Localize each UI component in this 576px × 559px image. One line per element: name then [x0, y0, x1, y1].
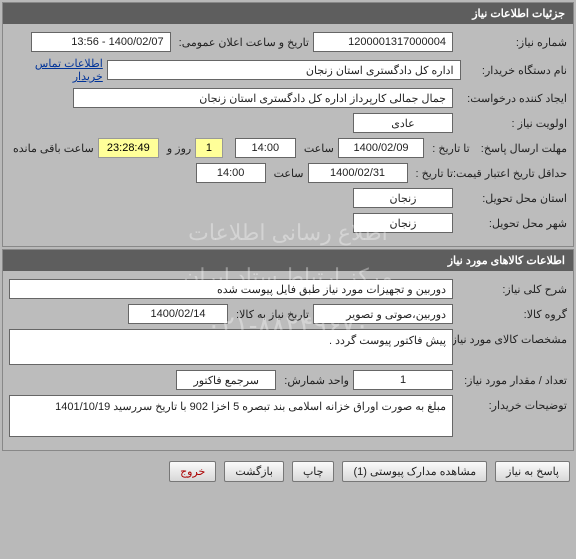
goods-group-label: گروه کالا: — [457, 308, 567, 321]
delivery-province-field: زنجان — [353, 188, 453, 208]
delivery-city-label: شهر محل تحویل: — [457, 217, 567, 230]
back-button[interactable]: بازگشت — [224, 461, 284, 482]
announce-field: 1400/02/07 - 13:56 — [31, 32, 171, 52]
goods-info-panel: اطلاعات کالاهای مورد نیاز شرح کلی نیاز: … — [2, 249, 574, 451]
spec-field: پیش فاکتور پیوست گردد . — [9, 329, 453, 365]
delivery-city-field: زنجان — [353, 213, 453, 233]
day-label: روز و — [163, 142, 191, 155]
announce-label: تاریخ و ساعت اعلان عمومی: — [175, 36, 309, 49]
deadline-date-field: 1400/02/09 — [338, 138, 424, 158]
min-validity-date-field: 1400/02/31 — [308, 163, 408, 183]
min-validity-label: حداقل تاریخ اعتبار قیمت: — [457, 167, 567, 180]
print-button[interactable]: چاپ — [292, 461, 335, 482]
requester-label: ایجاد کننده درخواست: — [457, 92, 567, 105]
hour-label-1: ساعت — [300, 142, 334, 155]
buyer-org-field: اداره کل دادگستری استان زنجان — [107, 60, 461, 80]
exit-button[interactable]: خروج — [169, 461, 216, 482]
qty-label: تعداد / مقدار مورد نیاز: — [457, 374, 567, 387]
general-desc-field: دوربین و تجهیزات مورد نیاز طبق فایل پیوس… — [9, 279, 453, 299]
deadline-hour-field: 14:00 — [235, 138, 296, 158]
qty-field: 1 — [353, 370, 453, 390]
unit-label: واحد شمارش: — [280, 374, 349, 387]
footer-buttons: پاسخ به نیاز مشاهده مدارک پیوستی (1) چاپ… — [0, 453, 576, 490]
need-to-date-label: تاریخ نیاز به کالا: — [232, 308, 309, 321]
buyer-notes-field: مبلغ به صورت اوراق خزانه اسلامی بند تبصر… — [9, 395, 453, 437]
spec-label: مشخصات کالای مورد نیاز: — [457, 329, 567, 346]
contact-buyer-link[interactable]: اطلاعات تماس خریدار — [9, 57, 103, 83]
day-count-field: 1 — [195, 138, 222, 158]
respond-button[interactable]: پاسخ به نیاز — [495, 461, 570, 482]
priority-field: عادی — [353, 113, 453, 133]
remaining-label: ساعت باقی مانده — [9, 142, 94, 155]
need-to-date-field: 1400/02/14 — [128, 304, 228, 324]
hour-label-2: ساعت — [270, 167, 304, 180]
goods-info-header: اطلاعات کالاهای مورد نیاز — [3, 250, 573, 271]
need-no-label: شماره نیاز: — [457, 36, 567, 49]
remaining-time-field: 23:28:49 — [98, 138, 159, 158]
view-attachments-button[interactable]: مشاهده مدارک پیوستی (1) — [342, 461, 487, 482]
general-desc-label: شرح کلی نیاز: — [457, 283, 567, 296]
min-validity-hour-field: 14:00 — [196, 163, 266, 183]
requester-field: جمال جمالی کارپرداز اداره کل دادگستری اس… — [73, 88, 453, 108]
buyer-org-label: نام دستگاه خریدار: — [465, 64, 567, 77]
to-date-label: تا تاریخ : — [428, 142, 469, 155]
buyer-notes-label: توضیحات خریدار: — [457, 395, 567, 412]
goods-group-field: دوربین،صوتی و تصویر — [313, 304, 453, 324]
need-info-header: جزئیات اطلاعات نیاز — [3, 3, 573, 24]
unit-field: سرجمع فاکتور — [176, 370, 276, 390]
delivery-province-label: استان محل تحویل: — [457, 192, 567, 205]
need-info-panel: جزئیات اطلاعات نیاز شماره نیاز: 12000013… — [2, 2, 574, 247]
deadline-label: مهلت ارسال پاسخ: — [474, 142, 567, 155]
priority-label: اولویت نیاز : — [457, 117, 567, 130]
need-no-field: 1200001317000004 — [313, 32, 453, 52]
to-date-label-2: تا تاریخ : — [412, 167, 453, 180]
